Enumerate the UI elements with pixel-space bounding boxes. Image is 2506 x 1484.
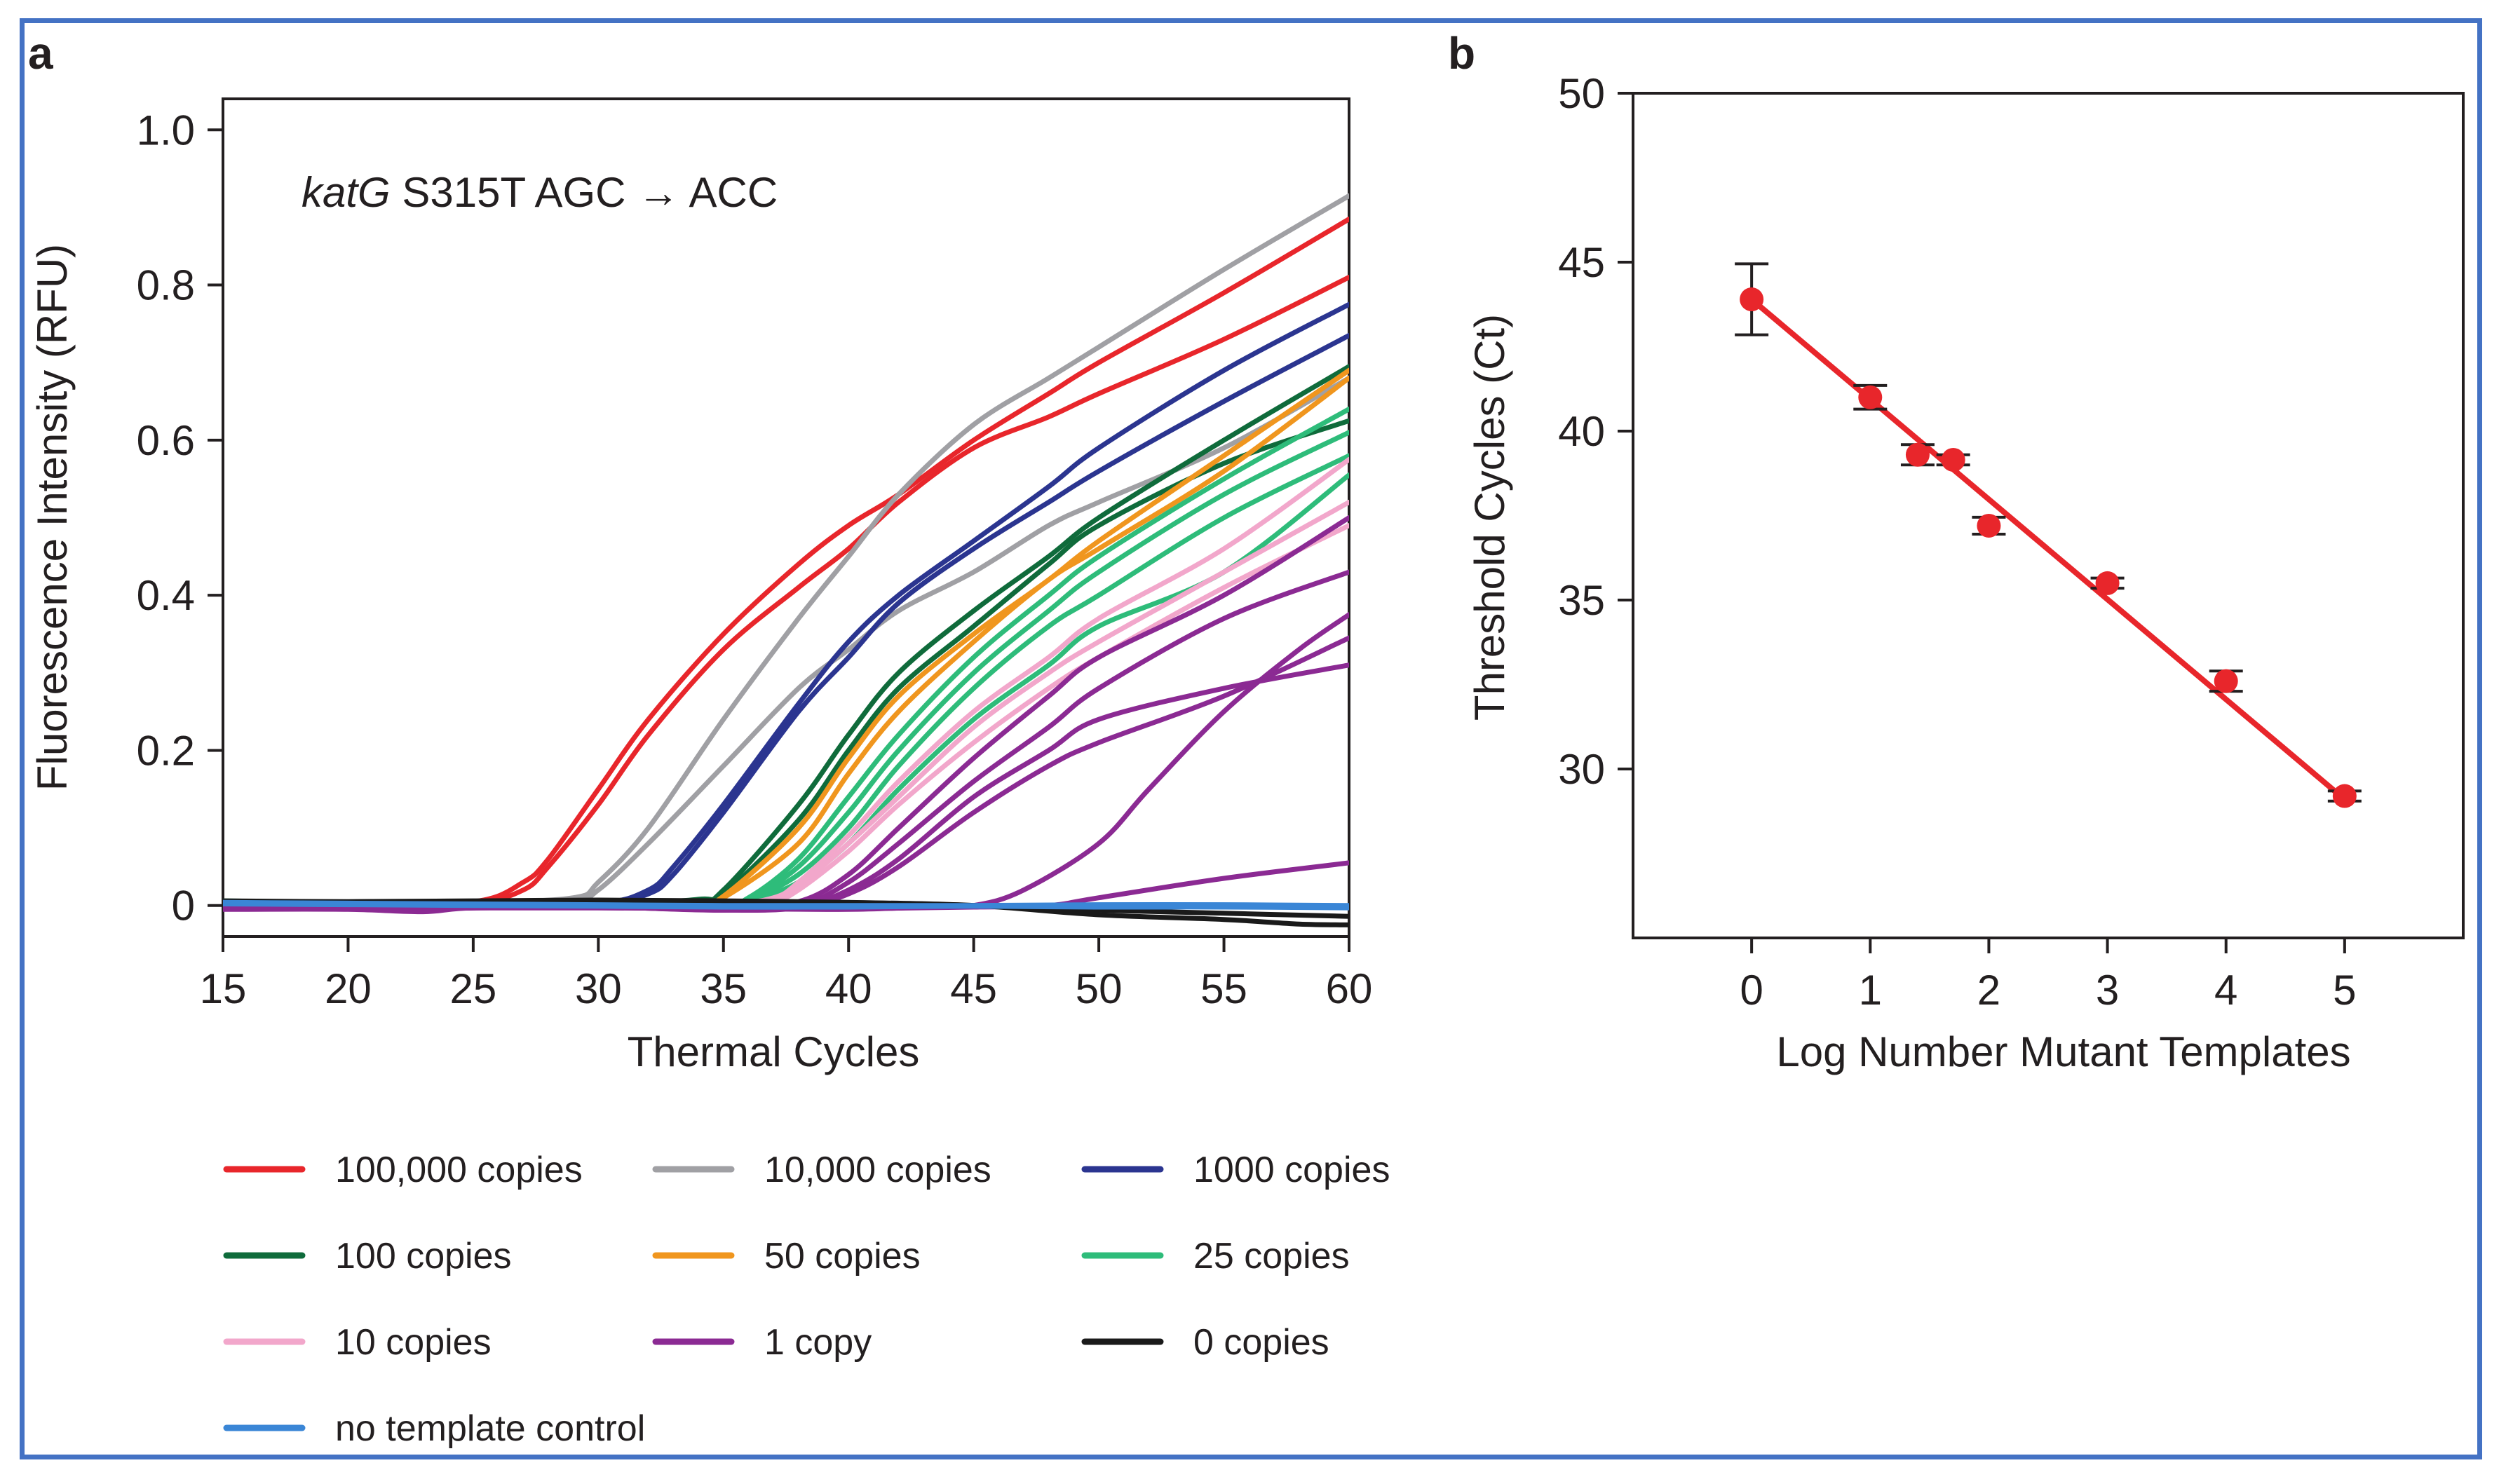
legend-label: 10 copies xyxy=(335,1322,492,1363)
panel-a-x-tick-label: 60 xyxy=(1326,965,1373,1012)
series-line-100-000-copies-0 xyxy=(223,217,1349,906)
legend-label: 1 copy xyxy=(764,1322,872,1363)
data-point xyxy=(1858,385,1883,409)
legend: 100,000 copies 10,000 copies 1000 copies 10… xyxy=(223,1150,1390,1449)
legend-label: 25 copies xyxy=(1193,1236,1350,1277)
data-point-group xyxy=(1936,447,1970,472)
panel-a-x-tick-label: 20 xyxy=(325,965,372,1012)
legend-item-25-copies: 25 copies xyxy=(1081,1236,1350,1277)
legend-item-0-copies: 0 copies xyxy=(1081,1322,1329,1363)
panel-a-annotation: katG S315T AGC → ACC xyxy=(302,169,778,216)
legend-item-1-copy: 1 copy xyxy=(652,1322,872,1363)
regression-line xyxy=(1749,297,2348,803)
panel-b-y-tick-label: 50 xyxy=(1558,70,1605,117)
legend-item-100-000-copies: 100,000 copies xyxy=(223,1150,583,1190)
legend-label: 10,000 copies xyxy=(764,1150,991,1190)
data-point-group xyxy=(2327,784,2362,808)
legend-item-100-copies: 100 copies xyxy=(223,1236,512,1277)
data-point-group xyxy=(1972,513,2006,538)
series-line-1-copy-17 xyxy=(223,515,1349,915)
data-point xyxy=(1740,287,1764,312)
panel-a-label: a xyxy=(28,28,53,79)
panel-b-x-tick-label: 5 xyxy=(2333,967,2356,1014)
panel-a-chart: 15 20 25 30 35 40 45 50 55 60 0 0.2 0.4 0.6 0.8 1.0 kat… xyxy=(29,97,1373,1075)
panel-a-x-tick-label: 50 xyxy=(1076,965,1123,1012)
panel-a-x-tick-label: 45 xyxy=(950,965,997,1012)
data-point xyxy=(1941,447,1965,472)
legend-label: 100,000 copies xyxy=(335,1150,583,1190)
legend-item-50-copies: 50 copies xyxy=(652,1236,921,1277)
panel-b-y-tick-label: 35 xyxy=(1558,577,1605,624)
legend-label: 100 copies xyxy=(335,1236,512,1277)
panel-a-x-tick-label: 15 xyxy=(200,965,247,1012)
panel-a-x-tick-label: 30 xyxy=(575,965,622,1012)
panel-a-y-tick-label: 0.4 xyxy=(137,572,195,619)
panel-a-y-tick-label: 0 xyxy=(172,883,195,930)
legend-item-no-template-control: no template control xyxy=(223,1408,645,1449)
legend-label: 50 copies xyxy=(764,1236,921,1277)
panel-a-x-tick-label: 35 xyxy=(700,965,747,1012)
series-line-100-copies-7 xyxy=(223,418,1349,907)
series-line-1-copy-21 xyxy=(223,612,1349,912)
panel-a-y-tick-label: 1.0 xyxy=(137,107,195,154)
legend-label: no template control xyxy=(335,1408,645,1449)
panel-a-x-tick-label: 55 xyxy=(1200,965,1247,1012)
panel-a-ticks: 15 20 25 30 35 40 45 50 55 60 0 0.2 0.4 0.6 0.8 1.0 xyxy=(137,107,1373,1012)
series-line-1-copy-18 xyxy=(223,569,1349,913)
panel-b-y-tick-label: 30 xyxy=(1558,746,1605,793)
panel-b-y-tick-label: 45 xyxy=(1558,239,1605,286)
series-line-1000-copies-4 xyxy=(223,301,1349,907)
data-point xyxy=(2332,784,2357,808)
panel-a-series-group xyxy=(223,193,1349,927)
panel-b-x-tick-label: 4 xyxy=(2214,967,2237,1014)
data-point-group xyxy=(2209,669,2243,693)
data-point xyxy=(1977,513,2001,538)
panel-b-x-tick-label: 0 xyxy=(1740,967,1763,1014)
legend-item-10-copies: 10 copies xyxy=(223,1322,492,1363)
data-point xyxy=(2214,669,2238,693)
panel-b-x-tick-label: 1 xyxy=(1859,967,1882,1014)
panel-b-x-tick-label: 3 xyxy=(2096,967,2119,1014)
data-point-group xyxy=(1853,383,1888,411)
panel-b-plot-frame xyxy=(1632,92,2465,939)
panel-a-x-tick-label: 25 xyxy=(450,965,497,1012)
panel-b-marks xyxy=(1735,262,2362,808)
panel-b-y-tick-label: 40 xyxy=(1558,408,1605,455)
series-line-10-000-copies-2 xyxy=(223,193,1349,906)
data-point-group xyxy=(2090,571,2125,595)
legend-label: 1000 copies xyxy=(1193,1150,1390,1190)
panel-a-x-axis-title: Thermal Cycles xyxy=(628,1028,920,1075)
series-line-100-000-copies-1 xyxy=(223,275,1349,906)
legend-item-10-000-copies: 10,000 copies xyxy=(652,1150,991,1190)
series-line-no-template-control-26 xyxy=(223,899,1349,908)
panel-a-y-axis-title: Fluorescence Intensity (RFU) xyxy=(29,244,76,791)
data-point xyxy=(2095,571,2120,595)
figure-frame: a 15 20 25 30 35 40 45 50 55 60 0 0.2 0.4 0.6 0.8 1.0 k… xyxy=(20,18,2482,1459)
legend-item-1000-copies: 1000 copies xyxy=(1081,1150,1390,1190)
panel-a-x-tick-label: 40 xyxy=(825,965,872,1012)
panel-a-y-tick-label: 0.6 xyxy=(137,417,195,464)
panel-b-y-axis-title: Threshold Cycles (Ct) xyxy=(1466,314,1513,721)
panel-b-x-tick-label: 2 xyxy=(1977,967,2000,1014)
data-point-group xyxy=(1735,262,1769,336)
data-point xyxy=(1905,442,1930,467)
legend-label: 0 copies xyxy=(1193,1322,1329,1363)
panel-b-x-axis-title: Log Number Mutant Templates xyxy=(1776,1028,2350,1075)
panel-a-y-tick-label: 0.8 xyxy=(137,262,195,309)
panel-b-label: b xyxy=(1448,28,1475,79)
data-point-group xyxy=(1900,442,1935,467)
panel-a-y-tick-label: 0.2 xyxy=(137,727,195,774)
